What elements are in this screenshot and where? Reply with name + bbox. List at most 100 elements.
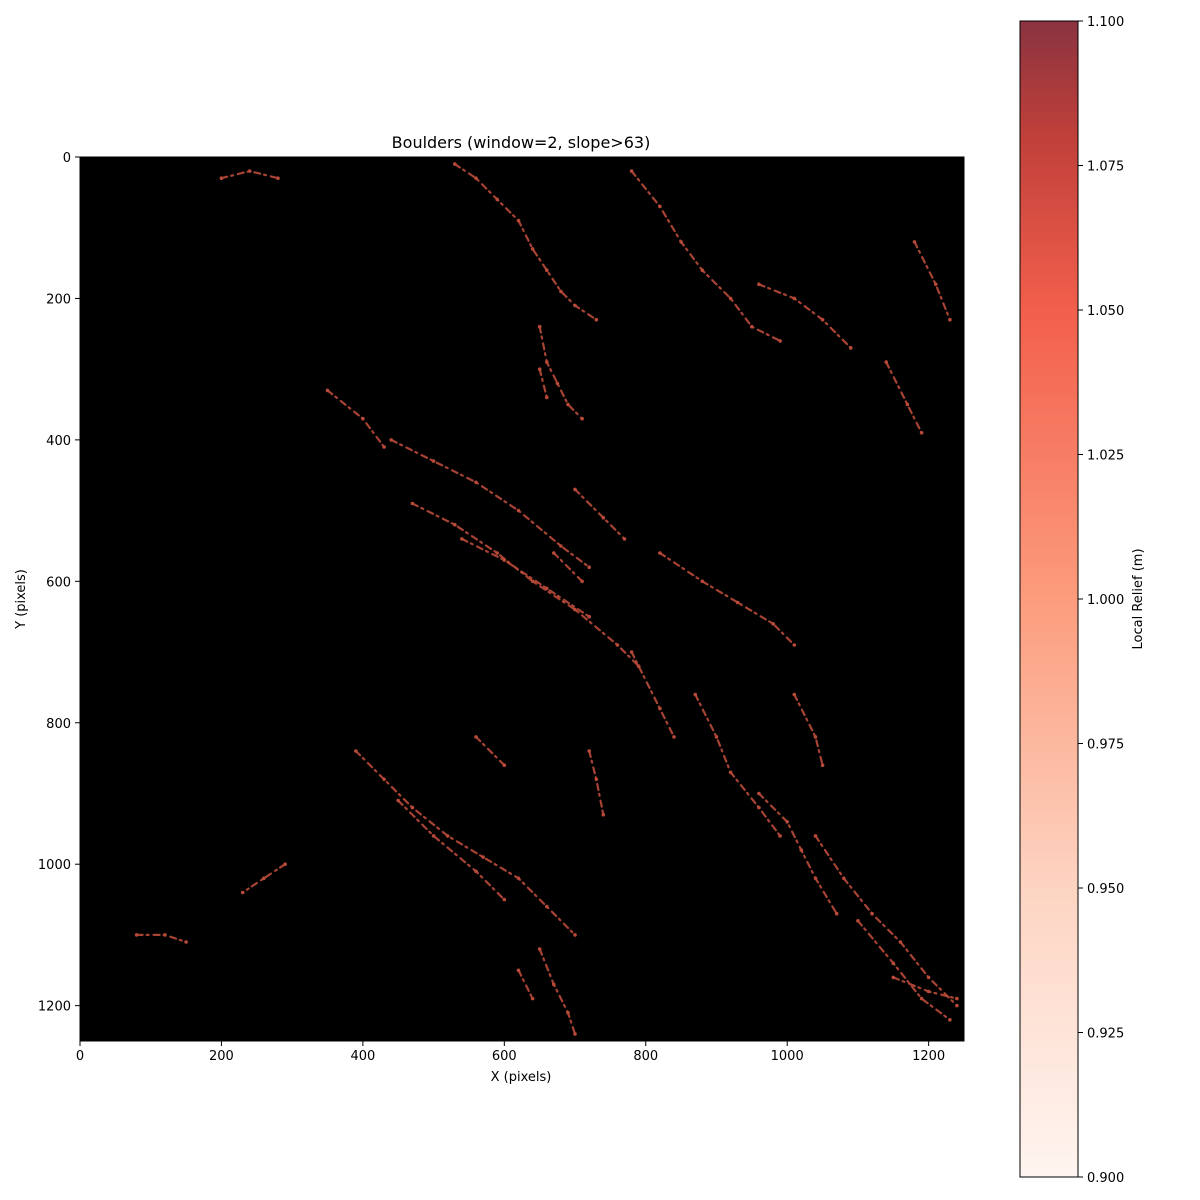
- boulder-point: [771, 622, 775, 626]
- y-tick-label: 400: [46, 434, 71, 449]
- y-tick-label: 200: [46, 292, 71, 307]
- colorbar-tick-label: 0.925: [1087, 1027, 1124, 1042]
- boulder-point: [573, 487, 577, 492]
- boulder-point: [856, 919, 860, 923]
- boulder-point: [601, 515, 606, 520]
- boulder-point: [566, 1010, 570, 1015]
- x-tick-label: 1200: [912, 1049, 945, 1064]
- boulder-point: [134, 933, 139, 937]
- boulder-point: [919, 996, 924, 1001]
- boulder-point: [552, 551, 556, 555]
- boulder-point: [573, 933, 577, 937]
- boulder-point: [757, 805, 761, 810]
- boulder-feature: [814, 834, 958, 1007]
- boulder-point: [948, 1018, 952, 1022]
- chart-title: Boulders (window=2, slope>63): [392, 133, 651, 152]
- boulder-feature: [885, 361, 923, 434]
- y-tick-label: 1000: [38, 858, 71, 873]
- boulder-point: [658, 706, 662, 711]
- boulder-point: [580, 416, 584, 421]
- boulder-point: [537, 947, 542, 951]
- boulder-point: [283, 862, 287, 866]
- x-tick-label: 400: [350, 1049, 375, 1064]
- boulder-point: [545, 360, 549, 364]
- boulder-point: [757, 791, 761, 796]
- boulder-feature: [397, 799, 506, 901]
- y-tick-label: 1200: [38, 1000, 71, 1015]
- boulder-point: [552, 982, 556, 987]
- boulder-point: [594, 317, 599, 322]
- boulder-point: [453, 162, 457, 166]
- boulder-feature: [538, 325, 584, 420]
- boulder-point: [629, 169, 634, 173]
- boulder-point: [813, 876, 818, 881]
- boulder-point: [905, 402, 910, 407]
- boulder-point: [919, 431, 924, 435]
- boulder-point: [502, 558, 507, 562]
- boulder-point: [240, 890, 245, 895]
- boulder-point: [792, 296, 797, 301]
- boulder-point: [163, 933, 167, 937]
- boulder-point: [813, 735, 818, 739]
- boulder-point: [792, 692, 797, 697]
- boulder-point: [757, 282, 761, 287]
- boulder-point: [842, 876, 846, 881]
- boulder-point: [354, 749, 358, 753]
- boulder-point: [530, 996, 535, 1001]
- boulder-point: [516, 508, 521, 513]
- boulder-point: [545, 904, 549, 909]
- boulder-point: [184, 940, 188, 944]
- boulder-point: [735, 600, 740, 605]
- boulder-point: [834, 911, 839, 916]
- colorbar-tick-label: 1.000: [1087, 593, 1124, 608]
- boulder-point: [495, 551, 500, 555]
- y-tick-label: 600: [46, 575, 71, 590]
- boulder-point: [955, 996, 959, 1001]
- boulder-point: [460, 537, 464, 541]
- boulder-point: [813, 834, 818, 838]
- boulder-point: [679, 240, 683, 244]
- boulder-point: [891, 961, 896, 965]
- boulder-feature: [538, 948, 577, 1035]
- boulder-feature: [460, 537, 591, 618]
- boulder-point: [474, 735, 478, 739]
- boulder-point: [474, 480, 478, 485]
- boulder-point: [587, 565, 591, 569]
- plot-area: [80, 157, 964, 1041]
- boulder-point: [555, 381, 560, 386]
- boulder-point: [474, 176, 478, 180]
- plot-frame: [79, 156, 965, 1042]
- boulder-point: [530, 247, 535, 251]
- boulder-point: [898, 940, 903, 944]
- boulder-point: [778, 339, 782, 343]
- colorbar-tick-label: 0.950: [1087, 882, 1124, 897]
- boulder-point: [474, 869, 478, 874]
- colorbar-label: Local Relief (m): [1131, 548, 1146, 649]
- boulder-point: [495, 197, 500, 202]
- boulder-point: [615, 643, 620, 647]
- boulder-point: [537, 367, 542, 372]
- boulder-point: [481, 855, 485, 859]
- boulder-point: [566, 402, 570, 407]
- colorbar-tick-label: 1.050: [1087, 304, 1124, 319]
- boulder-point: [870, 911, 874, 916]
- boulder-feature: [354, 749, 577, 936]
- boulder-point: [530, 579, 535, 584]
- boulder-point: [516, 218, 521, 223]
- boulder-point: [382, 445, 386, 449]
- colorbar-tick-label: 0.975: [1087, 738, 1124, 753]
- boulder-point: [601, 812, 606, 817]
- boulder-point: [700, 579, 705, 584]
- boulder-point: [276, 176, 280, 180]
- x-tick-label: 1000: [771, 1049, 804, 1064]
- boulder-point: [884, 360, 888, 364]
- boulder-point: [219, 176, 224, 180]
- boulder-point: [389, 438, 394, 442]
- boulder-feature: [538, 368, 548, 399]
- boulder-point: [573, 607, 577, 612]
- boulder-feature: [552, 551, 584, 583]
- boulder-point: [728, 296, 733, 301]
- boulder-point: [580, 579, 584, 584]
- boulder-feature: [757, 283, 852, 349]
- boulder-point: [658, 551, 662, 555]
